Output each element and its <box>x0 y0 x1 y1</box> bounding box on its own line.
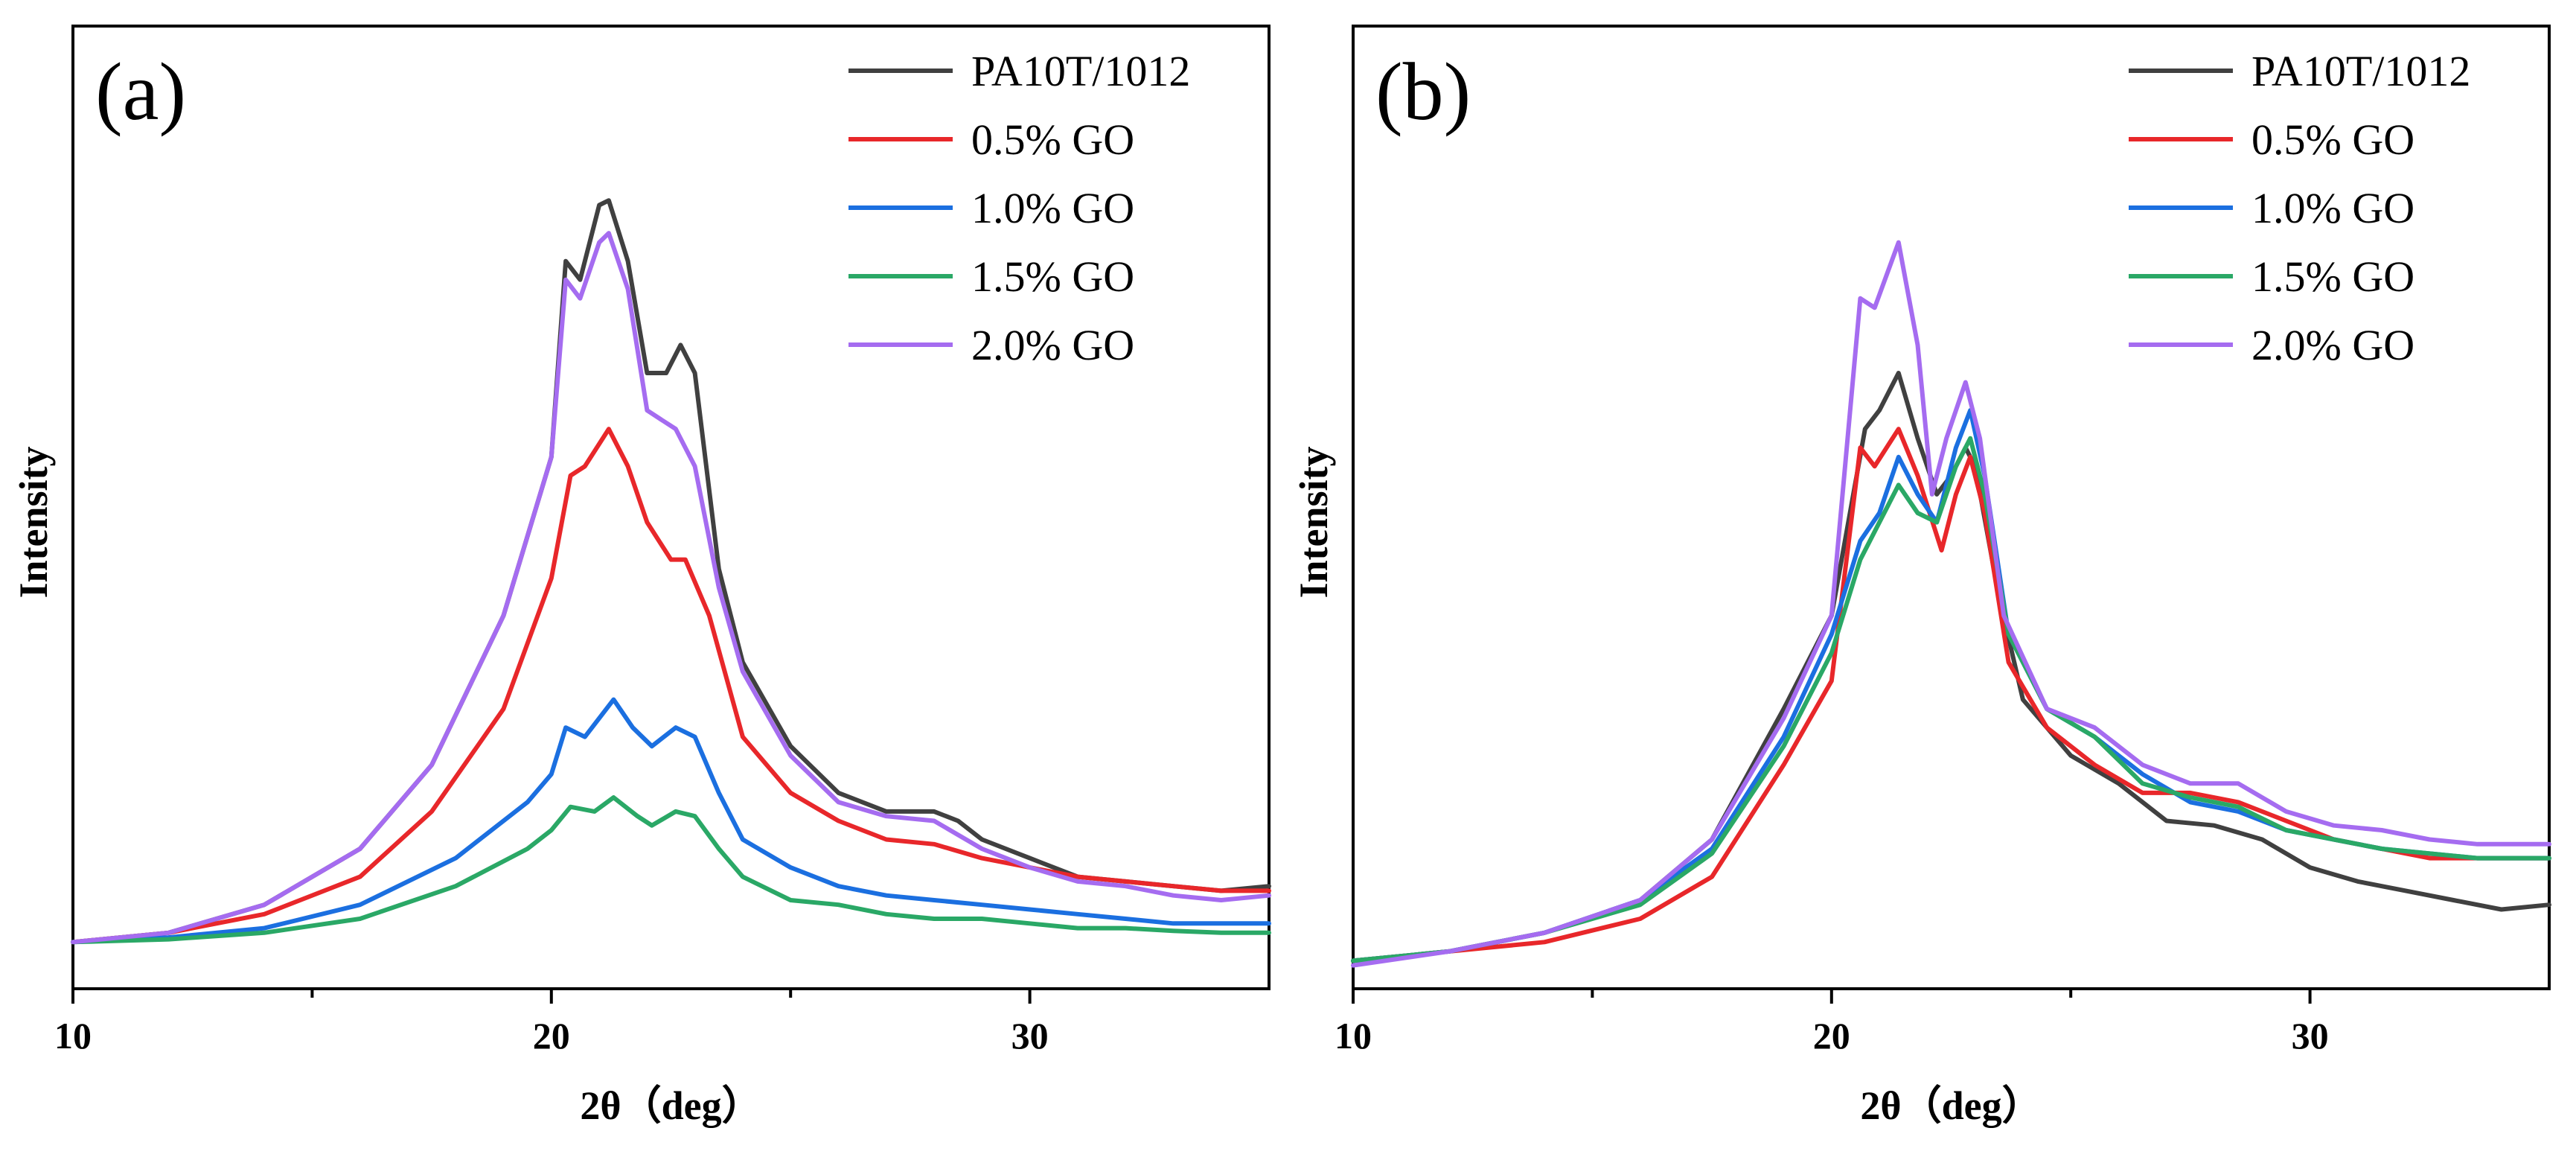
y-axis-label: Intensity <box>11 446 56 598</box>
plot-frame <box>71 25 1271 990</box>
series-line-1-5-go <box>71 795 1271 945</box>
y-axis-label: Intensity <box>1291 446 1336 598</box>
legend-label: 0.5% GO <box>2251 115 2414 164</box>
series-line-1-0-go <box>1351 408 2551 963</box>
x-axis-label: 2θ（deg） <box>580 1083 761 1128</box>
legend-label: 2.0% GO <box>2251 321 2414 369</box>
x-tick-label: 30 <box>1011 1015 1049 1057</box>
legend-label: 1.5% GO <box>2251 252 2414 301</box>
x-axis-label: 2θ（deg） <box>1860 1083 2042 1128</box>
x-tick-label: 10 <box>54 1015 92 1057</box>
series-line-1-0-go <box>71 697 1271 945</box>
chart-panel-b: 10 20 30 2θ（deg） Intensity (b) PA10T/1012 0.5% … <box>1291 25 2551 1128</box>
x-tick-label: 20 <box>533 1015 570 1057</box>
series-line-pa10t-1012 <box>71 198 1271 945</box>
series-line-0-5-go <box>1351 427 2551 963</box>
legend-label: PA10T/1012 <box>971 47 1190 95</box>
x-tick-label: 10 <box>1335 1015 1372 1057</box>
x-tick-label: 20 <box>1813 1015 1850 1057</box>
panel-label: (a) <box>95 46 186 137</box>
legend-label: 0.5% GO <box>971 115 1134 164</box>
series-line-1-5-go <box>1351 436 2551 963</box>
panel-label: (b) <box>1375 46 1471 137</box>
legend-label: 1.0% GO <box>971 184 1134 232</box>
plot-frame <box>1352 25 2551 990</box>
series-line-2-0-go <box>71 231 1271 945</box>
legend-label: 1.0% GO <box>2251 184 2414 232</box>
legend-label: 2.0% GO <box>971 321 1134 369</box>
legend-label: PA10T/1012 <box>2251 47 2470 95</box>
x-tick-label: 30 <box>2292 1015 2329 1057</box>
series-line-2-0-go <box>1351 240 2551 968</box>
series-line-0-5-go <box>71 427 1271 945</box>
chart-panel-a: 10 20 30 2θ（deg） Intensity (a) PA10T/1012 0.5% … <box>11 25 1271 1128</box>
legend-label: 1.5% GO <box>971 252 1134 301</box>
